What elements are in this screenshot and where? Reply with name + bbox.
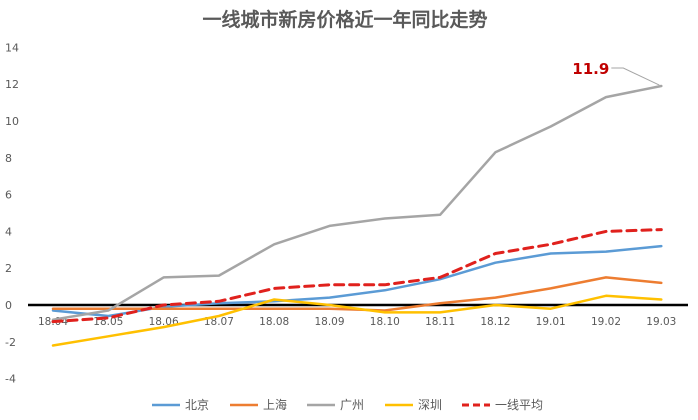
- x-tick-label: 18.07: [204, 316, 234, 328]
- chart-title: 一线城市新房价格近一年同比走势: [202, 8, 487, 31]
- y-tick-label: 4: [5, 225, 12, 238]
- y-tick-label: 12: [5, 78, 19, 91]
- x-tick-label: 18.08: [259, 316, 289, 328]
- series-line-3: [51, 294, 663, 347]
- series-line-4: [51, 228, 663, 324]
- annotation-label: 11.9: [572, 60, 609, 78]
- legend-label: 北京: [185, 398, 209, 412]
- legend-label: 深圳: [418, 398, 442, 412]
- x-tick-label: 18.11: [425, 316, 455, 328]
- annotation-leader-line: [611, 67, 660, 86]
- y-tick-label: 8: [5, 152, 12, 165]
- legend-label: 广州: [340, 398, 364, 412]
- y-tick-label: 14: [5, 41, 19, 54]
- y-tick-label: -2: [5, 336, 16, 349]
- legend: 北京 上海 广州 深圳 一线平均: [152, 397, 543, 412]
- y-tick-label: 10: [5, 115, 19, 128]
- series-line-2: [51, 84, 663, 321]
- y-tick-label: 2: [5, 262, 12, 275]
- series-lines: [51, 84, 663, 347]
- x-tick-label: 18.10: [370, 316, 400, 328]
- x-tick-label: 19.03: [646, 316, 676, 328]
- x-tick-label: 18.12: [480, 316, 510, 328]
- x-axis-ticks: 18.04 18.05 18.06 18.07 18.08 18.09 18.10 18.11…: [38, 316, 676, 328]
- annotations: 11.9: [572, 60, 660, 86]
- x-tick-label: 18.09: [314, 316, 344, 328]
- legend-label: 一线平均: [495, 398, 543, 412]
- x-tick-label: 19.02: [591, 316, 621, 328]
- y-tick-label: -4: [5, 373, 16, 386]
- y-axis-ticks: 14 12 10 8 6 4 2 0 -2 -4: [5, 41, 19, 385]
- y-tick-label: 6: [5, 189, 12, 202]
- x-tick-label: 19.01: [536, 316, 566, 328]
- y-tick-label: 0: [5, 299, 12, 312]
- legend-label: 上海: [263, 397, 287, 412]
